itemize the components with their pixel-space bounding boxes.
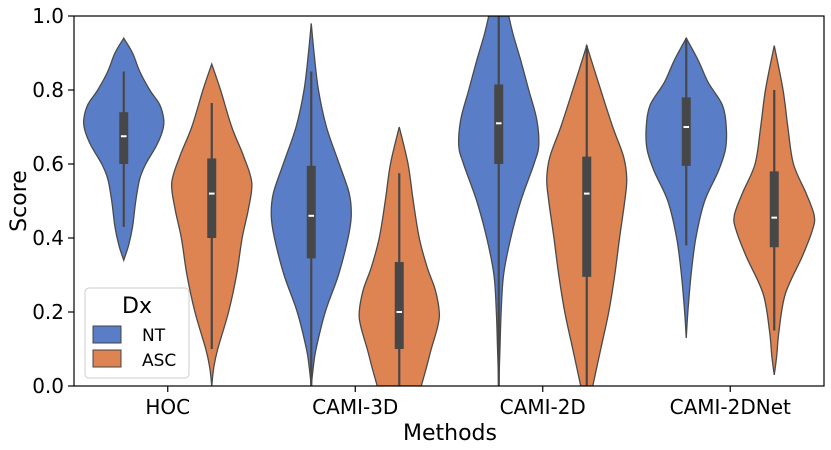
y-tick-label-0: 0.0	[32, 374, 64, 398]
plot-area	[82, 16, 816, 386]
violin-cami-2d-asc	[546, 43, 628, 386]
legend-swatch-nt	[92, 325, 122, 344]
violin-iqr-cami-2dnet-nt	[681, 97, 691, 166]
legend: Dx NT ASC	[84, 287, 190, 379]
violin-hoc-asc	[170, 62, 253, 386]
y-tick-label-4: 0.8	[32, 78, 64, 102]
y-tick-label-3: 0.6	[32, 152, 64, 176]
x-tick-label-2: CAMI-2D	[500, 395, 586, 419]
violin-iqr-hoc-asc	[207, 158, 217, 238]
violin-layer	[82, 16, 816, 386]
violin-iqr-cami-3d-asc	[394, 262, 404, 349]
violin-iqr-hoc-nt	[119, 112, 129, 164]
violin-cami-3d-nt	[270, 23, 352, 386]
legend-label-nt: NT	[142, 326, 166, 346]
y-tick-label-1: 0.2	[32, 300, 64, 324]
legend-swatch-asc	[92, 349, 122, 368]
violin-iqr-cami-3d-nt	[306, 165, 316, 259]
x-axis-title: Methods	[403, 421, 497, 446]
y-tick-label-2: 0.4	[32, 226, 64, 250]
plot-frame	[73, 15, 825, 387]
y-tick-label-5: 1.0	[32, 4, 64, 28]
violin-iqr-cami-2d-asc	[582, 156, 592, 277]
violin-cami-3d-asc	[358, 126, 441, 386]
violin-iqr-cami-2dnet-asc	[769, 171, 779, 248]
x-tick-label-0: HOC	[145, 395, 190, 419]
y-axis-title: Score	[7, 170, 32, 232]
violin-cami-2dnet-asc	[733, 45, 816, 375]
axes: 0.0 0.2 0.4 0.6 0.8 1.0 HOC CAMI-3D CAMI-2D CAMI-…	[32, 4, 825, 419]
violin-cami-2d-nt	[457, 16, 540, 386]
violin-hoc-nt	[82, 36, 165, 263]
violin-cami-2dnet-nt	[645, 36, 728, 338]
legend-title: Dx	[122, 294, 152, 319]
x-tick-label-3: CAMI-2DNet	[670, 395, 791, 419]
legend-label-asc: ASC	[142, 351, 176, 371]
x-tick-label-1: CAMI-3D	[312, 395, 398, 419]
